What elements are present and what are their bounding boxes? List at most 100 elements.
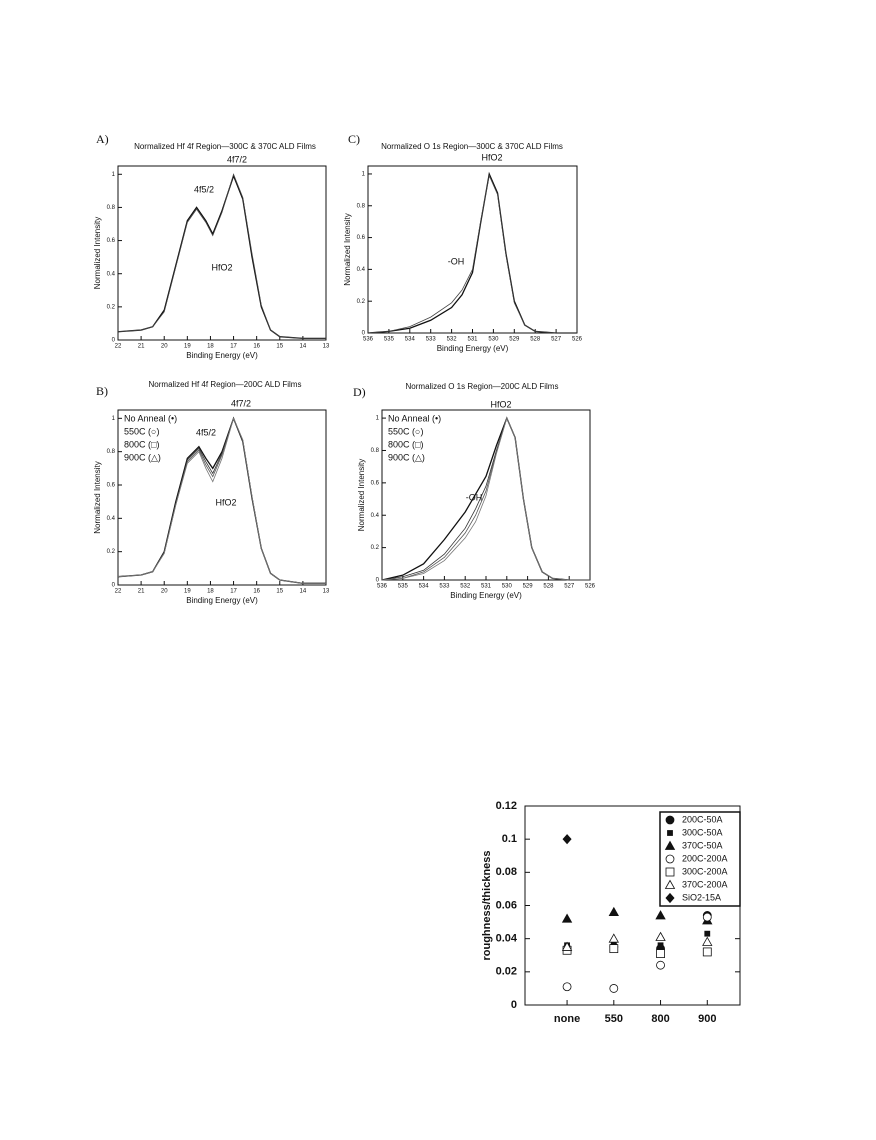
legend-entry: SiO2-15A: [682, 892, 721, 902]
panel-label: C): [348, 132, 360, 146]
marker: [665, 892, 675, 904]
legend-entry: 550C (○): [124, 426, 159, 436]
y-tick-label: 0.6: [107, 238, 116, 244]
y-tick-label: 0: [362, 331, 366, 337]
y-tick-label: 1: [376, 416, 380, 422]
y-tick-label: 0.04: [496, 933, 518, 945]
y-axis-label: roughness/thickness: [481, 850, 493, 960]
x-tick-label: none: [554, 1013, 580, 1025]
x-tick-label: 528: [530, 337, 541, 343]
x-tick-label: 20: [161, 589, 168, 595]
y-tick-label: 0.6: [371, 480, 380, 486]
x-tick-label: 21: [138, 344, 145, 350]
x-tick-label: 527: [551, 337, 562, 343]
x-tick-label: 529: [523, 584, 534, 590]
x-tick-label: 533: [439, 584, 450, 590]
marker: [702, 936, 713, 946]
chart-title: Normalized Hf 4f Region—200C ALD Films: [149, 380, 302, 389]
y-tick-label: 0.8: [371, 448, 380, 454]
x-tick-label: 530: [502, 584, 513, 590]
chart-title: Normalized O 1s Region—200C ALD Films: [406, 382, 559, 391]
y-tick-label: 0.8: [107, 449, 116, 455]
x-tick-label: 800: [651, 1013, 669, 1025]
marker: [609, 944, 619, 954]
y-tick-label: 0.4: [107, 271, 116, 277]
annotation: 4f7/2: [231, 398, 251, 408]
x-tick-label: 18: [207, 589, 214, 595]
annotation: HfO2: [481, 152, 502, 162]
x-tick-label: 532: [460, 584, 471, 590]
spectrum-line: [117, 174, 326, 339]
marker: [665, 867, 675, 877]
y-tick-label: 1: [112, 416, 116, 422]
marker: [665, 854, 675, 864]
plot-frame: [117, 409, 327, 586]
spectrum-line: [367, 171, 577, 334]
panel-label: D): [353, 385, 366, 399]
marker: [664, 879, 676, 889]
chart-title: Normalized O 1s Region—300C & 370C ALD F…: [381, 142, 563, 151]
x-tick-label: 536: [377, 584, 388, 590]
annotation: -OH: [466, 492, 483, 502]
x-tick-label: 13: [323, 344, 330, 350]
x-tick-label: 533: [426, 337, 437, 343]
y-tick-label: 0.06: [496, 899, 517, 911]
y-tick-label: 0.2: [357, 299, 366, 305]
legend-entry: 900C (△): [124, 452, 161, 462]
spectrum-line: [367, 174, 577, 334]
x-tick-label: 532: [447, 337, 458, 343]
x-tick-label: 19: [184, 589, 191, 595]
x-tick-label: 531: [467, 337, 478, 343]
legend-entry: No Anneal (•): [388, 413, 441, 423]
x-tick-label: 526: [572, 337, 583, 343]
marker: [657, 942, 664, 949]
annotation: HfO2: [211, 262, 232, 272]
x-tick-label: 530: [488, 337, 499, 343]
x-tick-label: 22: [115, 344, 122, 350]
x-tick-label: 528: [543, 584, 554, 590]
x-tick-label: 19: [184, 344, 191, 350]
y-tick-label: 1: [112, 172, 116, 178]
x-tick-label: 531: [481, 584, 492, 590]
marker: [562, 982, 572, 992]
x-tick-label: 13: [323, 589, 330, 595]
marker: [561, 913, 573, 923]
x-tick-label: 535: [384, 337, 395, 343]
y-axis-label: Normalized Intensity: [93, 461, 102, 533]
y-tick-label: 0: [112, 583, 116, 589]
y-tick-label: 0: [376, 578, 380, 584]
y-tick-label: 0.2: [371, 545, 380, 551]
y-tick-label: 0.1: [502, 833, 517, 845]
x-tick-label: 20: [161, 344, 168, 350]
y-tick-label: 0.02: [496, 966, 517, 978]
x-tick-label: 526: [585, 584, 596, 590]
annotation: 4f7/2: [227, 154, 247, 164]
marker: [656, 949, 665, 958]
legend-entry: 300C-200A: [682, 866, 728, 876]
x-tick-label: 18: [207, 344, 214, 350]
chart-title: Normalized Hf 4f Region—300C & 370C ALD …: [134, 142, 316, 151]
annotation: 4f5/2: [196, 427, 216, 437]
legend-entry: 800C (□): [388, 439, 423, 449]
legend-entry: 900C (△): [388, 452, 425, 462]
x-tick-label: 17: [230, 589, 237, 595]
y-tick-label: 0.4: [371, 513, 380, 519]
x-axis-label: Binding Energy (eV): [186, 351, 258, 360]
marker: [562, 834, 572, 845]
x-tick-label: 536: [363, 337, 374, 343]
marker: [609, 984, 619, 993]
y-tick-label: 1: [362, 172, 366, 178]
marker: [608, 933, 619, 943]
y-tick-label: 0.8: [357, 203, 366, 209]
legend-entry: No Anneal (•): [124, 413, 177, 423]
y-tick-label: 0.2: [107, 549, 116, 555]
marker: [608, 906, 619, 917]
x-tick-label: 535: [398, 584, 409, 590]
spectrum-line: [117, 173, 326, 339]
x-tick-label: 14: [300, 589, 307, 595]
marker: [704, 930, 711, 937]
spectrum-line: [117, 417, 326, 584]
spectrum-line: [381, 416, 590, 581]
y-tick-label: 0.8: [107, 205, 116, 211]
x-tick-label: 22: [115, 589, 122, 595]
